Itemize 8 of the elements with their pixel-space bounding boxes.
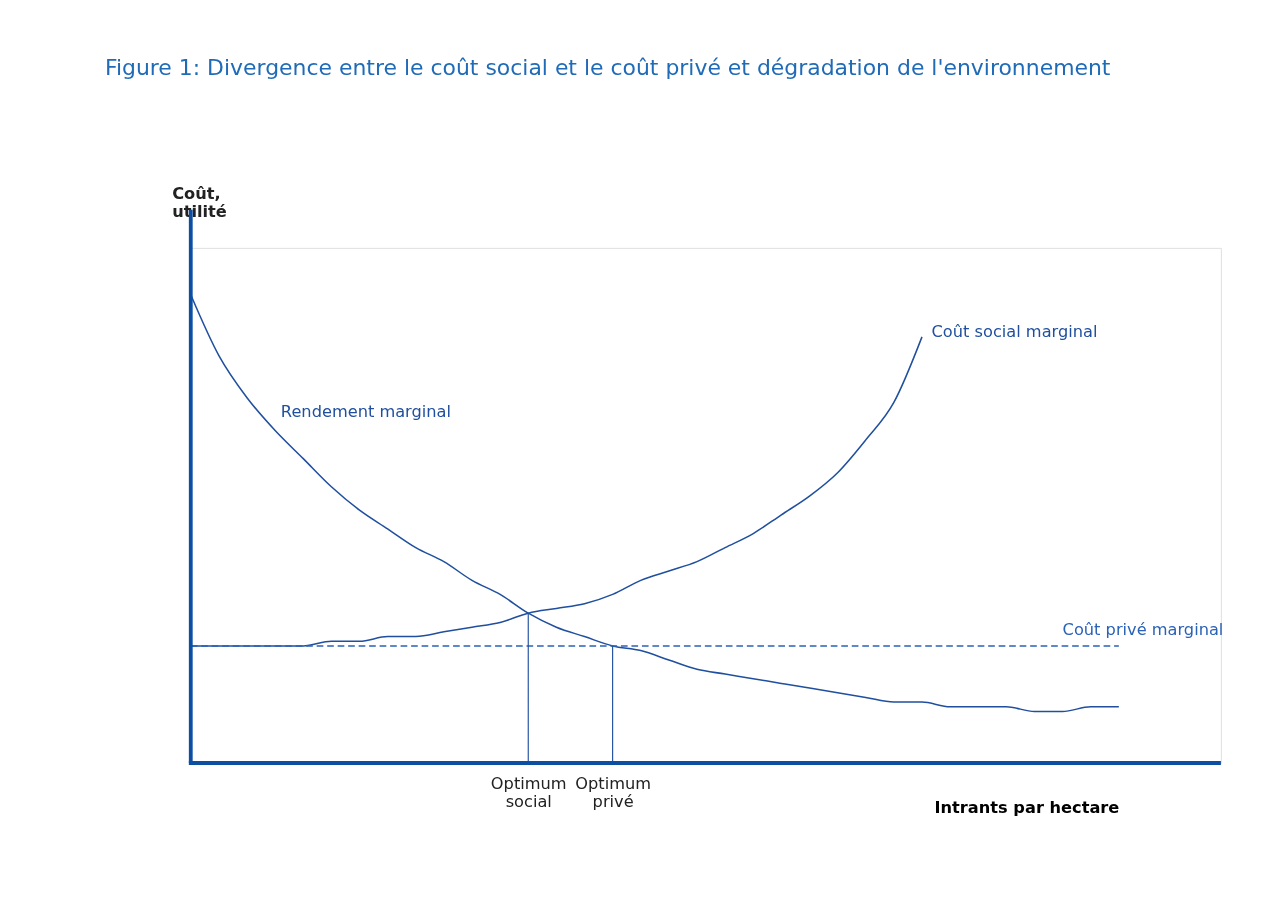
x-tick-label: Optimum social	[490, 774, 567, 812]
x-axis-title: Intrants par hectare	[934, 798, 1120, 818]
series-label: Coût social marginal	[931, 321, 1098, 341]
x-tick-label: Optimum privé	[575, 774, 651, 812]
y-axis-title: Coût, utilité	[172, 183, 227, 221]
chart-title: Figure 1: Divergence entre le coût social et le coût privé et dégradation de l'environnement	[104, 55, 1111, 81]
series-label: Rendement marginal	[280, 402, 451, 422]
series-label: Coût privé marginal	[1062, 620, 1224, 640]
